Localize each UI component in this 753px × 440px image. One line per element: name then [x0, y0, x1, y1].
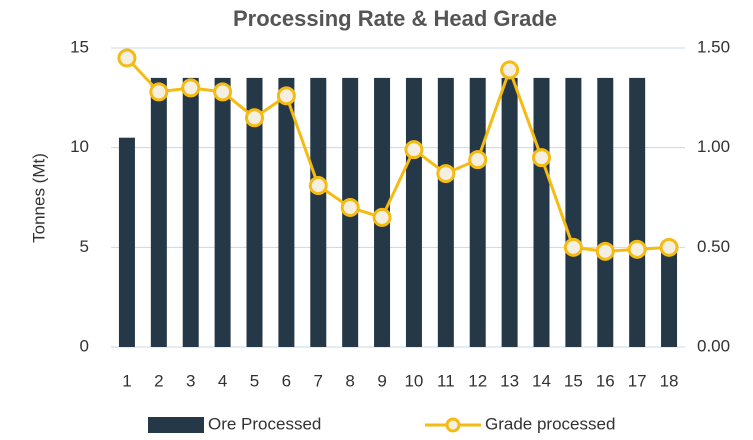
line-marker [532, 148, 551, 168]
bar [533, 77, 550, 348]
x-tick-label: 4 [218, 371, 227, 390]
y2-tick-label: 1.50 [697, 37, 730, 56]
x-tick-label: 15 [564, 371, 583, 390]
line-marker [659, 237, 679, 257]
x-tick-label: 9 [377, 371, 386, 390]
line-marker [563, 237, 583, 257]
line-marker [372, 207, 392, 227]
x-tick-label: 14 [532, 371, 551, 390]
line-marker [181, 78, 201, 98]
y-tick-label: 5 [80, 237, 89, 256]
y2-tick-label: 0.50 [697, 237, 730, 256]
line-marker [308, 176, 328, 196]
line-marker [436, 164, 456, 184]
bar [310, 77, 327, 348]
bar [405, 77, 422, 348]
x-tick-label: 1 [122, 371, 131, 390]
x-tick-label: 18 [660, 371, 679, 390]
x-tick-label: 16 [596, 371, 615, 390]
x-tick-label: 7 [314, 371, 323, 390]
y-axis-label: Tonnes (Mt) [29, 153, 48, 243]
bar [214, 77, 231, 348]
y-tick-label: 10 [70, 137, 89, 156]
x-tick-label: 8 [345, 371, 354, 390]
line-marker [627, 239, 647, 259]
line-marker [468, 150, 488, 170]
legend-swatch [445, 417, 461, 433]
x-tick-label: 12 [468, 371, 487, 390]
line-marker [340, 197, 360, 217]
x-tick-label: 5 [250, 371, 259, 390]
x-tick-label: 17 [628, 371, 647, 390]
x-tick-label: 2 [154, 371, 163, 390]
bar [150, 77, 167, 348]
bar [118, 137, 135, 347]
line-marker [213, 82, 233, 102]
line [125, 56, 670, 253]
x-tick-label: 3 [186, 371, 195, 390]
y-tick-label: 0 [80, 336, 89, 355]
bar [437, 77, 454, 348]
chart-title: Processing Rate & Head Grade [233, 6, 557, 31]
x-tick-label: 13 [500, 371, 519, 390]
line-marker [500, 60, 520, 80]
y2-tick-label: 1.00 [697, 137, 730, 156]
legend-label: Grade processed [485, 414, 615, 433]
line-marker [595, 241, 615, 261]
legend-swatch [148, 417, 204, 433]
legend-label: Ore Processed [208, 414, 321, 433]
bar [629, 77, 646, 348]
line-marker [149, 82, 169, 102]
x-tick-label: 6 [282, 371, 291, 390]
x-tick-label: 11 [437, 371, 455, 390]
x-tick-label: 10 [404, 371, 423, 390]
bar [565, 77, 582, 348]
bar [246, 77, 263, 348]
bar [501, 77, 518, 348]
line-marker [245, 108, 264, 128]
y-tick-label: 15 [70, 37, 89, 56]
bar [597, 77, 614, 348]
y2-tick-label: 0.00 [697, 336, 730, 355]
bar [661, 247, 678, 347]
line-marker [117, 48, 137, 68]
bar [182, 77, 199, 348]
line-marker [404, 140, 424, 160]
line-marker [276, 86, 296, 106]
bar [278, 77, 295, 348]
bar [469, 77, 486, 348]
